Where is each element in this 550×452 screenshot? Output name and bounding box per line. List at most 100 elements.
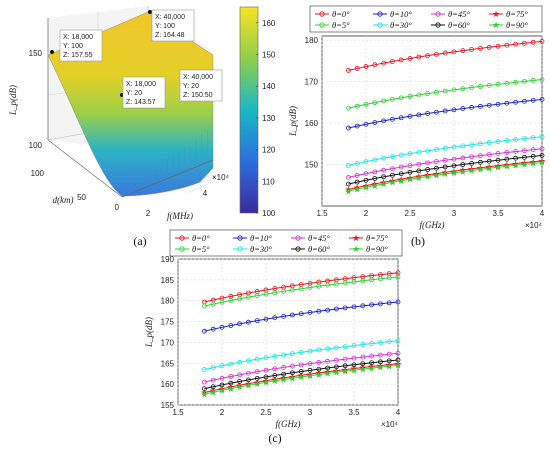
colorbar-tick-label: 120 [262,146,276,155]
legend-marker [319,11,325,17]
data-point [354,173,360,178]
data-point [363,159,369,164]
data-point [351,355,357,361]
data-point: ★ [271,377,279,387]
y-exponent: ×10⁴ [212,173,230,182]
data-point [504,138,510,143]
data-point [425,111,431,116]
data-point [386,300,392,306]
x-exponent: ×10⁴ [525,221,543,230]
x-tick-label: 1.5 [316,209,328,218]
legend-label: θ=10° [390,9,412,19]
legend-marker [377,22,383,28]
data-point [342,280,348,286]
data-point: ★ [244,382,252,392]
data-point [433,89,439,95]
legend-marker [435,22,441,28]
data-point [477,153,483,159]
series-line [348,98,543,129]
data-point [381,98,387,104]
data-point [377,340,383,346]
data-point [237,296,243,302]
legend-label: θ=30° [250,244,272,254]
data-point [369,360,375,366]
front-edge-d [47,139,123,198]
caption-c: (c) [268,431,281,445]
legend-label: θ=75° [366,233,388,243]
data-point [372,100,378,106]
data-point [395,350,401,356]
series-line [348,154,543,185]
x-tick-50: 50 [77,193,86,202]
data-point [316,360,322,365]
data-point [333,281,339,287]
data-point [513,155,518,161]
data-point: ★ [468,167,476,177]
data-point [281,313,287,319]
data-point [381,167,387,173]
series [201,299,401,334]
data-point [360,278,366,284]
data-point [522,40,527,46]
data-point [333,357,339,363]
colorbar-tick-label: 130 [262,114,276,123]
data-point [351,304,357,310]
legend-marker: ★ [352,245,360,255]
data-point: ★ [209,388,217,398]
data-point [372,169,378,175]
data-point [219,382,225,388]
datatip-marker [50,50,54,54]
datatip-line: Z: 164.48 [155,32,185,39]
mesh-line [151,168,213,179]
data-point: ★ [476,166,484,176]
data-point [289,363,295,369]
data-point [389,96,395,102]
data-point: ★ [380,180,388,190]
data-point [298,349,304,355]
data-point [263,374,269,380]
data-point [416,161,422,167]
series-line [204,340,399,371]
data-point [416,149,422,155]
data-point [513,79,518,85]
x-axis-label: f(GHz) [420,220,445,230]
data-point [398,164,404,170]
data-point: ★ [450,169,458,179]
data-point [372,157,378,163]
surface-mesh-lines [127,130,213,193]
data-point: ★ [341,367,349,377]
data-point [210,326,216,332]
y-tick-label: 170 [305,78,319,87]
data-point [504,80,510,86]
legend-label: θ=5° [332,20,350,30]
data-point [363,64,369,69]
data-point: ★ [253,380,261,390]
data-point: ★ [288,374,296,384]
data-point [369,353,375,359]
series [201,338,401,372]
data-point [354,123,360,129]
legend-label: θ=45° [448,9,470,19]
data-point: ★ [424,173,432,183]
series [345,146,545,180]
legend-marker [237,246,243,252]
data-point [495,43,501,49]
data-point: ★ [406,176,414,186]
data-point [377,276,383,282]
data-point [272,290,278,296]
mesh-line [133,161,213,172]
series: ★ ★ ★ ★ ★ ★ ★ ★ ★ ★ ★ ★ ★ ★ ★ ★ ★ ★ ★ ★ ★ ★ ★ [200,362,402,401]
data-point [442,157,448,163]
data-point [504,100,510,106]
data-point: ★ [280,376,288,386]
data-point: ★ [388,178,396,188]
data-point [245,294,251,300]
x-tick-100: 100 [31,169,45,178]
data-point [354,161,360,166]
data-point: ★ [385,362,393,372]
data-point [495,151,501,156]
data-point [425,53,431,59]
legend-marker [319,22,325,28]
data-point: ★ [306,372,314,382]
datatip-line: X: 18,000 [63,34,93,41]
